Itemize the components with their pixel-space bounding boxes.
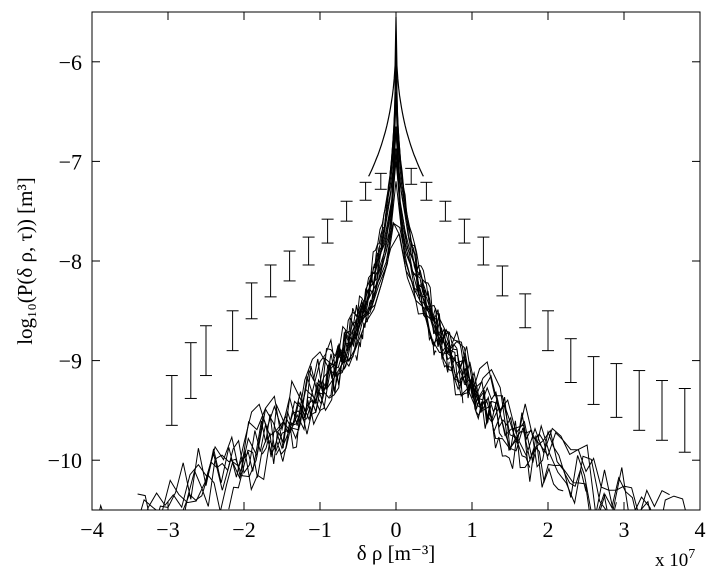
y-axis-label: log₁₀(P(δ ρ, τ)) [m³] [13, 177, 37, 345]
x-tick-label: −4 [80, 517, 103, 542]
error-bar [302, 236, 315, 266]
plot-frame [91, 11, 701, 511]
x-tick-label: 0 [391, 517, 402, 542]
axis-ticks: −4 −3 −2 −1 0 1 2 3 4−10−9−8−7−6 [48, 12, 706, 542]
error-bar [405, 167, 418, 185]
error-bar [420, 181, 433, 201]
error-bar [633, 370, 646, 431]
y-tick-label: −8 [59, 249, 82, 274]
error-bar [264, 264, 277, 298]
series-line [182, 221, 617, 510]
series-line [137, 161, 670, 510]
error-bar [496, 265, 509, 297]
y-tick-label: −6 [59, 50, 82, 75]
y-tick-label: −7 [59, 149, 82, 174]
error-bar [200, 325, 212, 377]
x-axis-exponent: x 107 [655, 547, 695, 571]
series-line [275, 126, 517, 469]
error-bar [477, 236, 490, 266]
error-bar [283, 250, 296, 282]
x-tick-label: −1 [308, 517, 331, 542]
x-axis-exponent-power: 7 [688, 547, 695, 562]
error-bar [610, 363, 623, 418]
x-tick-label: −3 [156, 517, 179, 542]
y-tick-label: −10 [48, 448, 82, 473]
error-bar [678, 387, 691, 453]
y-tick-label: −9 [59, 349, 82, 374]
x-tick-label: 4 [695, 517, 706, 542]
error-bar [184, 342, 197, 399]
error-bar [340, 200, 353, 222]
series-line [99, 181, 686, 510]
error-bar [165, 375, 178, 426]
error-bar [439, 200, 452, 222]
error-bar [359, 181, 372, 201]
series-line [243, 126, 549, 472]
x-axis-label: δ ρ [m⁻³] [357, 541, 436, 565]
error-bar [321, 218, 334, 244]
series-line [205, 148, 587, 492]
error-bar [245, 282, 258, 320]
x-tick-label: −2 [232, 517, 255, 542]
error-bar [564, 338, 577, 384]
error-bar [542, 310, 554, 352]
series-line [228, 151, 564, 510]
plot-content [99, 16, 691, 510]
error-bar [519, 293, 532, 329]
x-tick-label: 1 [467, 517, 478, 542]
series-line [146, 232, 652, 510]
error-bar [656, 380, 668, 441]
error-bar [587, 356, 600, 405]
x-tick-label: 2 [543, 517, 554, 542]
error-bar [226, 310, 239, 352]
error-bar [458, 218, 471, 244]
x-tick-label: 3 [619, 517, 630, 542]
series-line [184, 222, 636, 510]
error-bar [374, 172, 387, 190]
x-axis-exponent-base: x 10 [655, 550, 688, 571]
